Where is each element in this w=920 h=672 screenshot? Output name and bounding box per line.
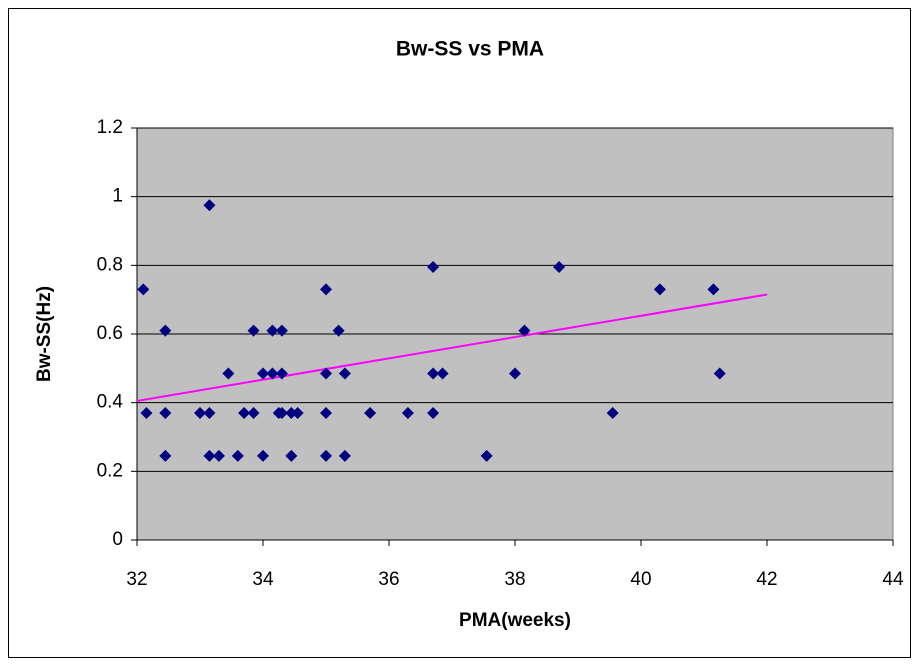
point (320, 283, 332, 296)
point (713, 367, 726, 380)
point (247, 406, 260, 419)
chart-title: Bw-SS vs PMA (396, 38, 544, 61)
point (427, 406, 440, 419)
point (247, 324, 260, 337)
point (194, 406, 206, 419)
y-tick-label: 0.8 (97, 254, 123, 275)
point (364, 406, 377, 419)
point (137, 283, 150, 296)
point (275, 406, 288, 419)
point (338, 449, 351, 462)
point (266, 367, 279, 380)
point (159, 324, 172, 337)
point (291, 406, 304, 419)
point (553, 261, 566, 274)
point (401, 406, 414, 419)
y-tick-label: 1.2 (97, 117, 123, 138)
point (427, 261, 440, 274)
x-tick-label: 34 (252, 569, 274, 590)
y-tick-label: 0.6 (97, 323, 123, 344)
point (222, 367, 235, 380)
y-tick-label: 0 (112, 529, 123, 550)
point (707, 283, 720, 296)
x-tick-label: 32 (126, 569, 147, 590)
y-tick-label: 0.4 (97, 392, 124, 413)
point (257, 367, 269, 380)
point (203, 406, 216, 419)
point (518, 324, 531, 337)
point (332, 324, 345, 337)
y-tick-label: 1 (112, 186, 123, 207)
point (509, 367, 521, 380)
point (320, 449, 332, 462)
x-tick-label: 44 (882, 569, 904, 590)
point (320, 367, 332, 380)
point (231, 449, 244, 462)
point (436, 367, 449, 380)
point (212, 449, 225, 462)
point (653, 283, 666, 296)
point (238, 406, 251, 419)
point (275, 367, 288, 380)
point (203, 199, 216, 212)
point (140, 406, 153, 419)
point (159, 406, 172, 419)
x-axis-label: PMA(weeks) (459, 610, 571, 631)
point (203, 449, 216, 462)
x-tick-label: 40 (630, 569, 651, 590)
point (480, 449, 493, 462)
point (285, 406, 298, 419)
point (285, 449, 298, 462)
point (266, 324, 279, 337)
point (338, 367, 351, 380)
x-tick-label: 36 (378, 569, 399, 590)
y-axis-label: Bw-SS(Hz) (34, 286, 55, 382)
y-tick-label: 0.2 (97, 460, 123, 481)
x-tick-label: 38 (504, 569, 525, 590)
point (275, 324, 288, 337)
point (257, 449, 269, 462)
x-tick-label: 42 (756, 569, 777, 590)
trendline (136, 293, 768, 402)
point (427, 367, 440, 380)
point (320, 406, 332, 419)
point (606, 406, 619, 419)
point (159, 449, 172, 462)
